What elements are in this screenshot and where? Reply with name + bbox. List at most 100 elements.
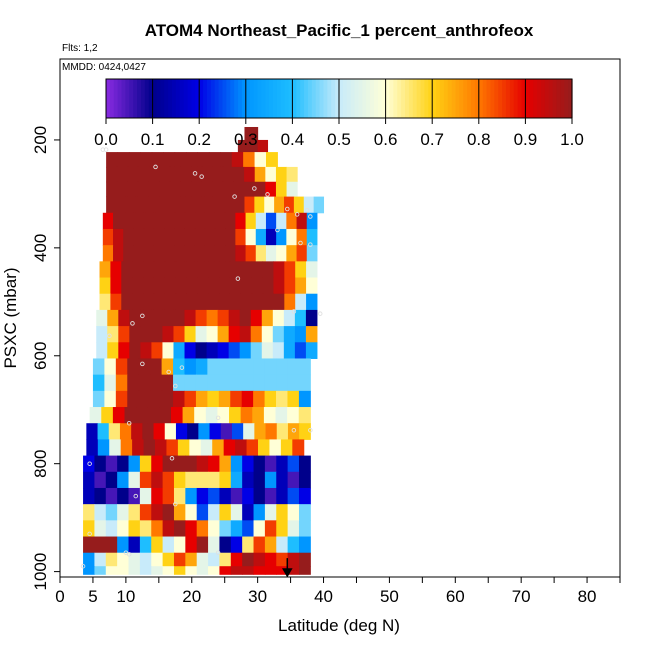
heatmap-cell xyxy=(184,228,196,246)
heatmap-cell xyxy=(242,566,255,575)
sample-point xyxy=(133,493,139,499)
heatmap-cell xyxy=(209,423,222,440)
sample-point xyxy=(252,186,257,191)
heatmap-cell xyxy=(128,552,141,567)
heatmap-cell xyxy=(164,245,175,262)
heatmap-cell xyxy=(264,536,277,554)
heatmap-cell xyxy=(214,228,226,246)
heatmap-cell xyxy=(272,342,285,359)
heatmap-cell xyxy=(161,374,174,392)
heatmap-cell xyxy=(128,520,141,538)
heatmap-cell xyxy=(218,374,231,392)
heatmap-cell xyxy=(286,166,298,183)
colorbar-cell xyxy=(269,79,274,118)
heatmap-cell xyxy=(257,139,269,153)
heatmap-cell xyxy=(175,277,187,295)
sample-point xyxy=(130,321,135,326)
heatmap-cell xyxy=(201,166,213,183)
heatmap-cell xyxy=(245,228,257,246)
heatmap-cell xyxy=(264,390,277,408)
colorbar-cell xyxy=(323,79,328,118)
heatmap-cell xyxy=(273,277,285,295)
colorbar-cell xyxy=(249,79,255,118)
colorbar-cell xyxy=(408,79,414,118)
heatmap-cell xyxy=(219,487,232,505)
colorbar-cell xyxy=(272,79,278,118)
colorbar-cell xyxy=(179,79,185,118)
heatmap-cell xyxy=(305,342,318,359)
heatmap-cell xyxy=(220,423,233,440)
heatmap-cell xyxy=(118,326,130,343)
heatmap-cell xyxy=(264,471,277,489)
heatmap-cell xyxy=(142,423,155,440)
colorbar-cell xyxy=(288,79,293,118)
heatmap-cell xyxy=(217,326,230,343)
heatmap-cell xyxy=(127,358,140,376)
colorbar-tick-label: 0.4 xyxy=(281,130,305,149)
colorbar-cell xyxy=(447,79,453,118)
colorbar-cell xyxy=(218,79,224,118)
heatmap-cell xyxy=(163,152,176,168)
heatmap-cell xyxy=(162,342,174,359)
heatmap-cell xyxy=(250,326,263,343)
heatmap-cell xyxy=(162,536,175,554)
colorbar-cell xyxy=(529,79,534,118)
heatmap-cell xyxy=(229,407,242,424)
heatmap-cell xyxy=(198,423,211,440)
heatmap-cell xyxy=(169,181,181,198)
plot-frame xyxy=(59,58,621,578)
colorbar-cell xyxy=(152,79,158,118)
heatmap-cell xyxy=(196,552,209,567)
heatmap-cell xyxy=(105,471,118,489)
heatmap-cell xyxy=(83,471,95,489)
heatmap-cell xyxy=(139,536,152,554)
heatmap-cell xyxy=(252,407,265,424)
heatmap-cell xyxy=(139,487,152,505)
heatmap-cell xyxy=(204,228,216,246)
heatmap-cell xyxy=(127,374,140,392)
heatmap-cell xyxy=(265,181,277,198)
flights-label: Flts: 1,2 xyxy=(62,43,98,54)
colorbar-cell xyxy=(156,79,161,118)
heatmap-cell xyxy=(173,536,186,554)
colorbar-cell xyxy=(195,79,200,118)
heatmap-cell xyxy=(185,520,198,538)
heatmap-cell xyxy=(250,342,263,359)
heatmap-cell xyxy=(185,455,198,473)
heatmap-cell xyxy=(125,196,137,214)
heatmap-cell xyxy=(184,212,196,230)
heatmap-cell xyxy=(264,504,277,521)
heatmap-cell xyxy=(231,423,244,440)
heatmap-cell xyxy=(139,504,152,521)
heatmap-cell xyxy=(153,228,165,246)
heatmap-cell xyxy=(269,439,282,457)
colorbar-cell xyxy=(494,79,499,118)
colorbar-cell xyxy=(451,79,457,118)
heatmap-cell xyxy=(276,358,288,376)
heatmap-cell xyxy=(230,455,243,473)
heatmap-cell xyxy=(173,374,185,392)
heatmap-cell xyxy=(273,293,285,311)
heatmap-cell xyxy=(155,439,167,457)
colorbar-cell xyxy=(498,79,503,118)
heatmap-cell xyxy=(276,245,287,262)
heatmap-cell xyxy=(195,342,208,359)
heatmap-cell xyxy=(208,487,220,505)
heatmap-cell xyxy=(275,166,288,183)
colorbar-cell xyxy=(331,79,336,118)
heatmap-cell xyxy=(184,326,197,343)
heatmap-cell xyxy=(196,536,209,554)
sample-point xyxy=(291,427,297,433)
heatmap-cell xyxy=(150,358,163,376)
heatmap-cell xyxy=(242,471,255,489)
heatmap-cell xyxy=(105,552,118,567)
heatmap-cell xyxy=(173,309,186,327)
heatmap-cell xyxy=(298,520,311,538)
heatmap-cell xyxy=(173,487,186,505)
heatmap-cell xyxy=(240,277,253,295)
heatmap-cell xyxy=(185,471,198,489)
heatmap-cell xyxy=(253,552,266,567)
heatmap-cell xyxy=(280,439,293,457)
heatmap-cell xyxy=(204,245,216,262)
colorbar-cell xyxy=(490,79,495,118)
